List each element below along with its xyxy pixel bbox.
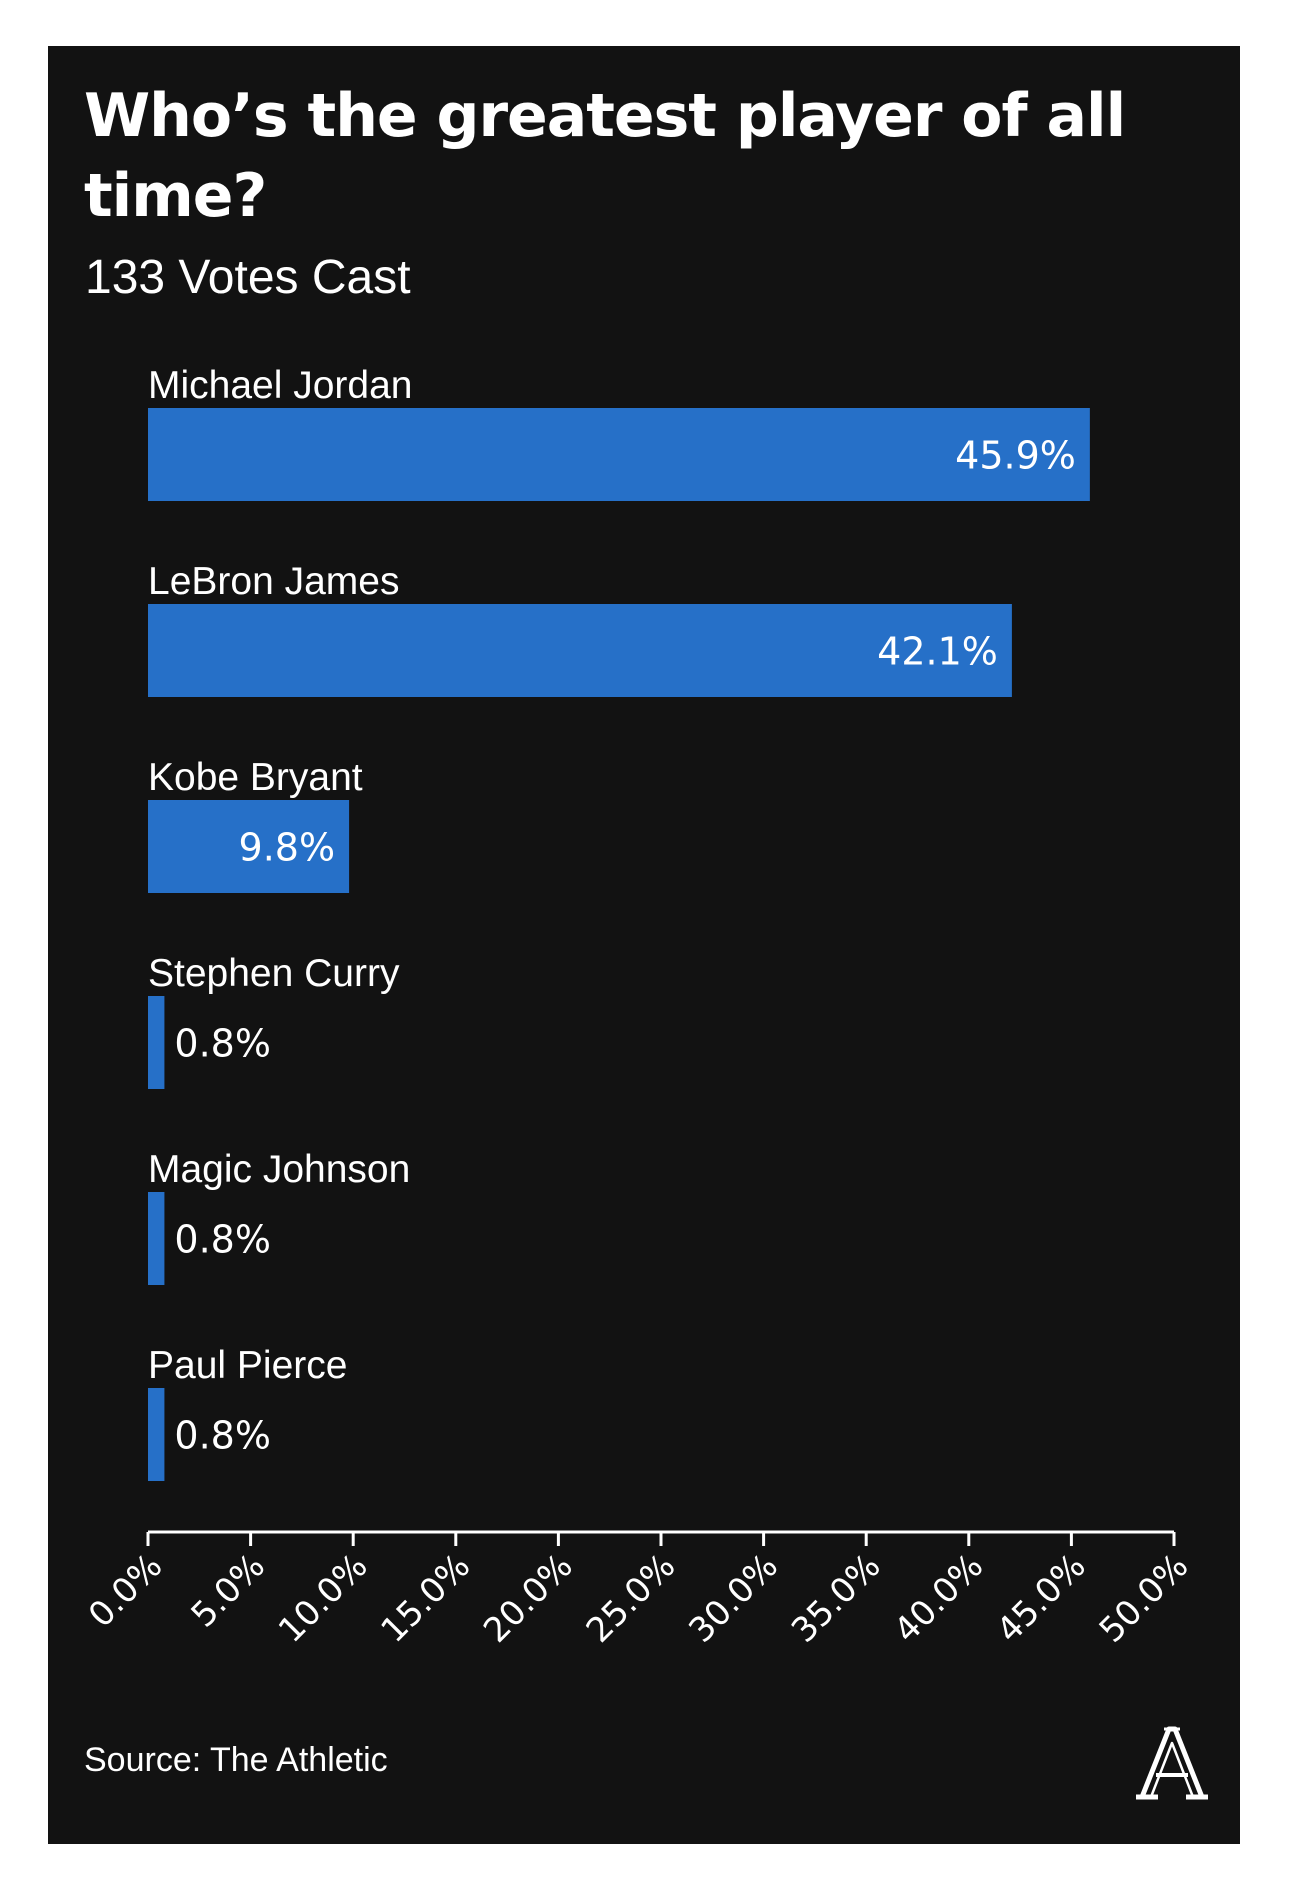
bar bbox=[148, 996, 165, 1089]
the-athletic-logo-icon bbox=[1136, 1726, 1208, 1800]
value-label: 0.8% bbox=[174, 1218, 271, 1262]
chart-subtitle: 133 Votes Cast bbox=[85, 251, 411, 304]
x-axis: 0.0% 5.0%10.0%15.0%20.0%25.0%30.0%35.0%40… bbox=[81, 1530, 1197, 1651]
bars-layer: Michael Jordan 45.9% LeBron James 42.1% Kobe… bbox=[148, 364, 1090, 1481]
x-tick-label: 25.0% bbox=[579, 1546, 684, 1651]
chart-card: Who’s the greatest player of all time? 1… bbox=[48, 46, 1240, 1844]
x-tick-label: 35.0% bbox=[784, 1546, 889, 1651]
x-tick-label: 10.0% bbox=[271, 1546, 376, 1651]
chart-title: Who’s the greatest player of all time? bbox=[84, 81, 1126, 231]
category-label: Magic Johnson bbox=[148, 1148, 410, 1191]
value-label: 0.8% bbox=[174, 1414, 271, 1458]
value-label: 42.1% bbox=[877, 630, 998, 674]
category-label: LeBron James bbox=[148, 560, 399, 603]
value-label: 9.8% bbox=[239, 826, 336, 870]
source-note: Source: The Athletic bbox=[84, 1741, 388, 1779]
bar bbox=[148, 1192, 165, 1285]
bar bbox=[148, 800, 350, 893]
category-label: Paul Pierce bbox=[148, 1344, 347, 1387]
category-label: Michael Jordan bbox=[148, 364, 412, 407]
x-tick-label: 30.0% bbox=[681, 1546, 786, 1651]
value-label: 45.9% bbox=[955, 434, 1076, 478]
bar-chart: Michael Jordan 45.9% LeBron James 42.1% Kobe… bbox=[81, 364, 1197, 1651]
value-label: 0.8% bbox=[174, 1022, 271, 1066]
x-tick-label: 50.0% bbox=[1092, 1546, 1197, 1651]
category-label: Stephen Curry bbox=[148, 952, 400, 995]
bar bbox=[148, 408, 1090, 501]
x-tick-label: 45.0% bbox=[989, 1546, 1094, 1651]
bar bbox=[148, 1388, 165, 1481]
category-label: Kobe Bryant bbox=[148, 756, 363, 799]
x-tick-label: 40.0% bbox=[887, 1546, 992, 1651]
x-tick-label: 15.0% bbox=[374, 1546, 479, 1651]
bar bbox=[148, 604, 1012, 697]
x-tick-label: 0.0% bbox=[81, 1546, 170, 1635]
x-tick-label: 20.0% bbox=[476, 1546, 581, 1651]
x-tick-label: 5.0% bbox=[184, 1546, 273, 1635]
